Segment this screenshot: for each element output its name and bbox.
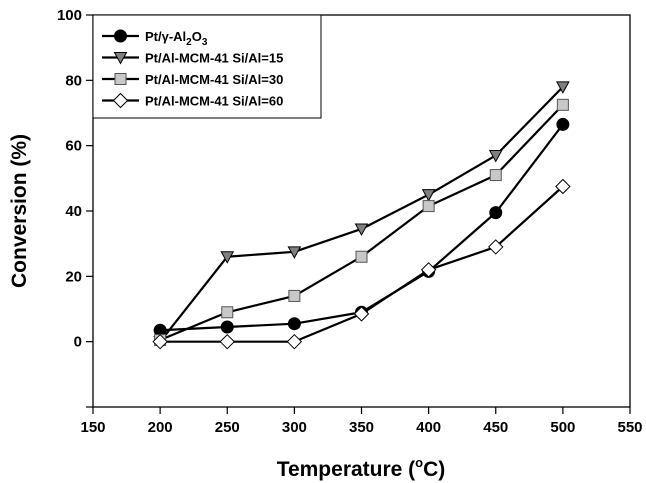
data-point-si-al-15: [354, 223, 369, 237]
data-point-si-al-15: [287, 246, 302, 259]
legend-marker-pt-al2o3: [114, 29, 127, 43]
data-point-si-al-60: [152, 333, 168, 350]
data-point-si-al-15: [488, 149, 503, 163]
legend-marker-si-al-30: [114, 73, 127, 85]
legend-label-si-al-30: Pt/Al-MCM-41 Si/Al=30: [145, 72, 283, 87]
y-axis-ticks: 0 20 40 60 80 100: [57, 7, 93, 408]
data-point-si-al-30: [288, 289, 301, 302]
legend: Pt/γ-Al2O3 Pt/Al-MCM-41 Si/Al=15 Pt/Al-MCM…: [92, 14, 322, 119]
x-axis-title-text: Temperature (: [277, 458, 415, 481]
y-tick-label: 100: [57, 7, 82, 24]
series-layer: [152, 81, 571, 350]
data-point-si-al-60: [353, 306, 370, 322]
data-point-si-al-60: [555, 178, 571, 195]
data-point-si-al-60: [488, 239, 504, 255]
x-axis-ticks: 150 200 250 300 350 400 450 500 550: [80, 407, 643, 436]
data-point-pt-al2o3: [556, 117, 570, 131]
x-tick-label: 250: [215, 419, 240, 436]
data-point-si-al-30: [489, 169, 502, 182]
data-point-si-al-60: [420, 262, 437, 278]
data-point-si-al-60: [286, 333, 303, 350]
x-tick-label: 450: [483, 419, 508, 436]
data-point-si-al-30: [422, 200, 435, 213]
data-point-si-al-15: [220, 251, 235, 264]
x-tick-label: 200: [148, 419, 173, 436]
data-point-si-al-30: [556, 98, 569, 111]
x-tick-label: 550: [617, 419, 642, 436]
y-tick-label: 80: [65, 72, 82, 89]
legend-label-pt-al2o3: Pt/γ-Al2O3: [145, 29, 208, 48]
data-point-pt-al2o3: [489, 206, 503, 220]
series-line-si-al-30: [159, 104, 564, 342]
data-point-si-al-15: [421, 189, 436, 202]
legend-label-si-al-60: Pt/Al-MCM-41 Si/Al=60: [145, 94, 283, 109]
x-axis-title: Temperature (oC): [277, 455, 446, 481]
y-tick-label: 40: [65, 203, 82, 220]
y-tick-label: 60: [65, 138, 82, 155]
series-si-al-60: [152, 178, 571, 350]
data-point-si-al-15: [556, 81, 570, 94]
x-tick-label: 150: [80, 419, 105, 436]
y-tick-label: 0: [74, 334, 82, 351]
legend-label-si-al-15: Pt/Al-MCM-41 Si/Al=15: [145, 51, 283, 66]
y-axis-title: Conversion (%): [8, 134, 31, 288]
x-tick-label: 500: [550, 419, 575, 436]
data-point-pt-al2o3: [220, 320, 234, 334]
series-line-si-al-15: [159, 86, 564, 343]
x-tick-label: 300: [282, 419, 307, 436]
x-tick-label: 350: [349, 419, 374, 436]
data-point-pt-al2o3: [287, 317, 301, 331]
legend-marker-si-al-60: [112, 92, 129, 109]
data-point-si-al-30: [355, 250, 368, 263]
x-tick-label: 400: [416, 419, 441, 436]
data-point-si-al-30: [221, 306, 234, 319]
x-axis-title-unit: C): [423, 458, 445, 481]
data-point-si-al-60: [219, 333, 235, 350]
legend-marker-si-al-15: [113, 52, 128, 65]
y-tick-label: 20: [65, 268, 82, 285]
x-axis-title-degree: o: [415, 455, 423, 470]
